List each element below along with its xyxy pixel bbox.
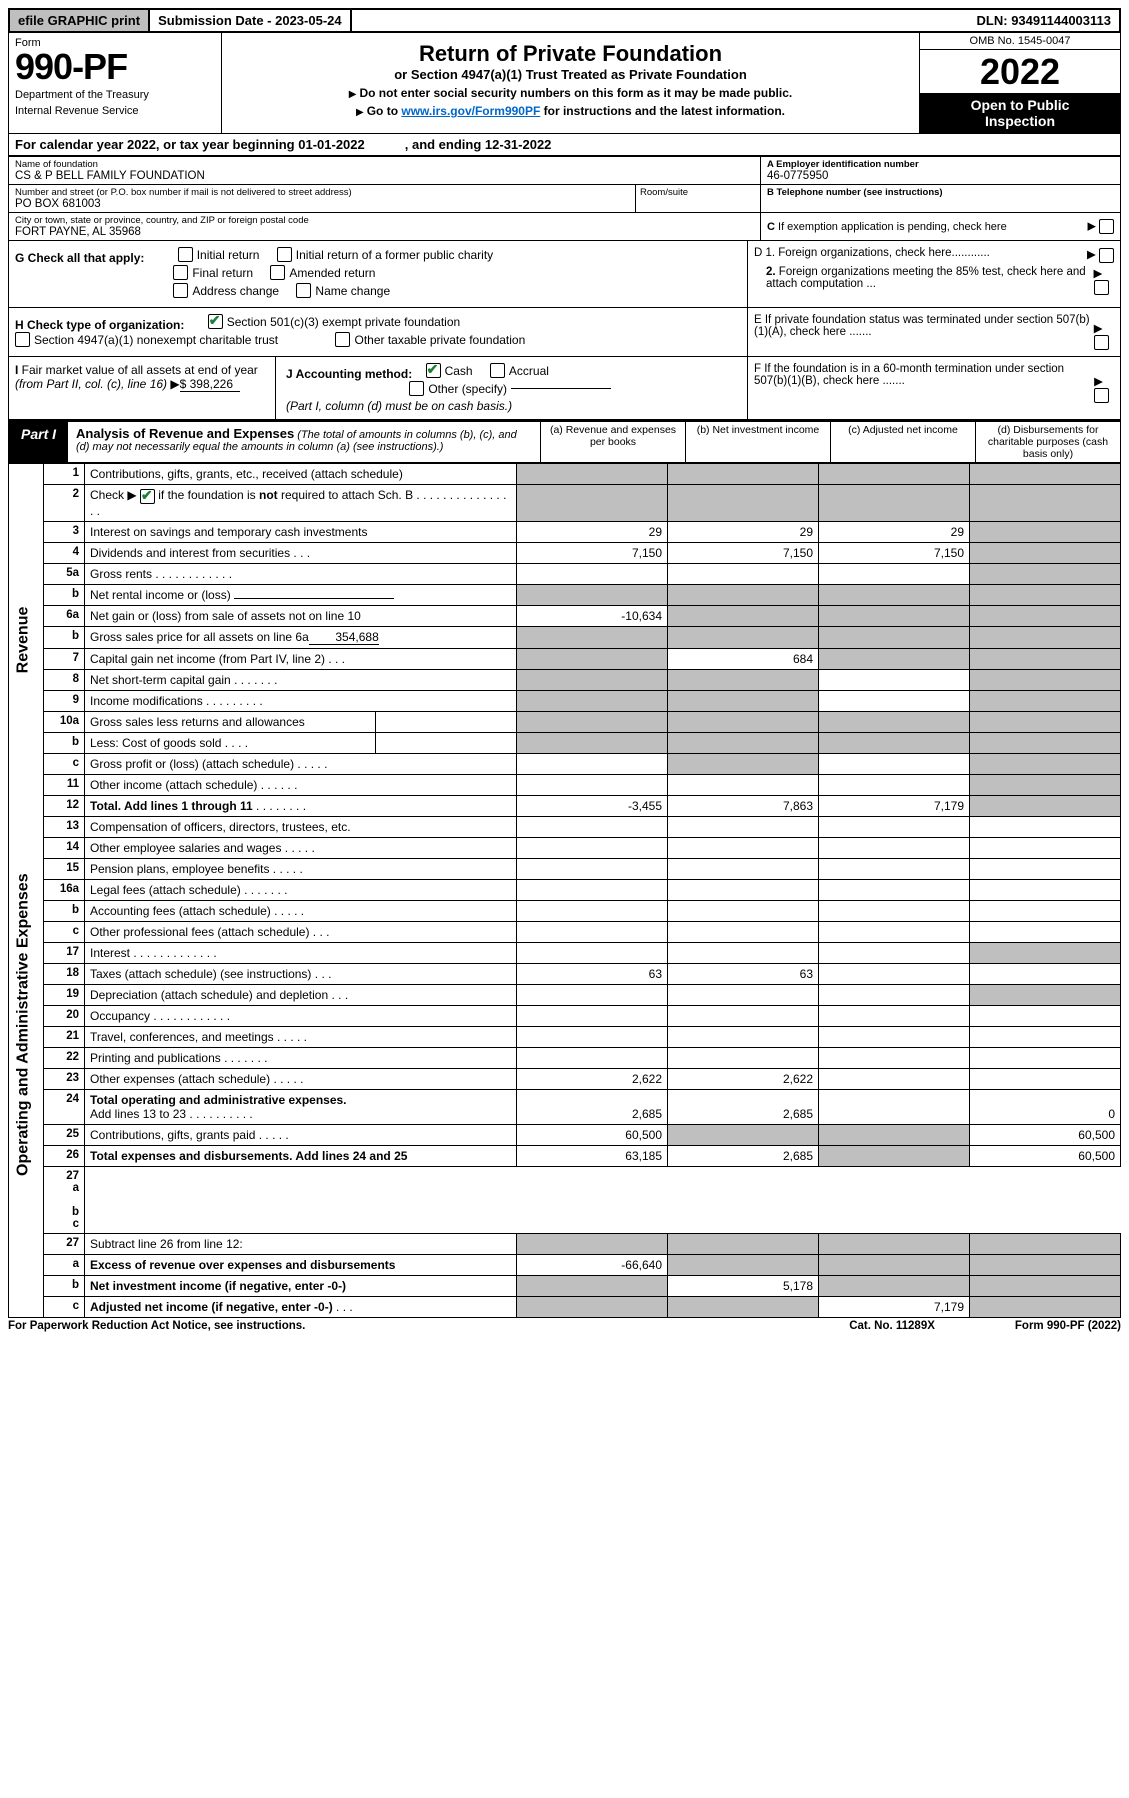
tax-year: 2022 <box>920 50 1120 93</box>
part1-header: Part I Analysis of Revenue and Expenses … <box>8 420 1121 463</box>
top-bar: efile GRAPHIC print Submission Date - 20… <box>8 8 1121 33</box>
form-header: Form 990-PF Department of the Treasury I… <box>8 33 1121 134</box>
col-b: (b) Net investment income <box>685 422 830 462</box>
check-other-method[interactable] <box>409 381 424 396</box>
paperwork-notice: For Paperwork Reduction Act Notice, see … <box>8 1320 305 1332</box>
check-cash[interactable] <box>426 363 441 378</box>
instr-link: Go to www.irs.gov/Form990PF for instruct… <box>228 104 913 118</box>
city: FORT PAYNE, AL 35968 <box>15 226 754 238</box>
col-c: (c) Adjusted net income <box>830 422 975 462</box>
check-other-tax[interactable] <box>335 332 350 347</box>
tel-label: B Telephone number (see instructions) <box>767 187 1114 198</box>
part1-tab: Part I <box>9 422 68 462</box>
dln: DLN: 93491144003113 <box>969 10 1119 31</box>
check-name[interactable] <box>296 283 311 298</box>
foundation-name: CS & P BELL FAMILY FOUNDATION <box>15 170 754 182</box>
dept-irs: Internal Revenue Service <box>15 105 215 117</box>
name-label: Name of foundation <box>15 159 754 170</box>
open-public: Open to PublicInspection <box>920 93 1120 133</box>
check-initial[interactable] <box>178 247 193 262</box>
calendar-year-row: For calendar year 2022, or tax year begi… <box>8 134 1121 156</box>
form-subtitle: or Section 4947(a)(1) Trust Treated as P… <box>228 67 913 82</box>
cash-basis-note: (Part I, column (d) must be on cash basi… <box>286 399 512 413</box>
section-i: I Fair market value of all assets at end… <box>8 357 1121 420</box>
ein-label: A Employer identification number <box>767 159 1114 170</box>
g-label: G Check all that apply: <box>15 251 144 265</box>
form-number: 990-PF <box>15 49 215 85</box>
check-address[interactable] <box>173 283 188 298</box>
c-label: C If exemption application is pending, c… <box>767 221 1007 233</box>
form-footer: Form 990-PF (2022) <box>1015 1320 1121 1332</box>
e-checkbox[interactable] <box>1094 335 1109 350</box>
check-501c3[interactable] <box>208 314 223 329</box>
h-label: H Check type of organization: <box>15 318 184 332</box>
efile-button[interactable]: efile GRAPHIC print <box>10 10 150 31</box>
submission-date: Submission Date - 2023-05-24 <box>150 10 352 31</box>
d1-checkbox[interactable] <box>1099 248 1114 263</box>
ein: 46-0775950 <box>767 170 1114 182</box>
section-h: H Check type of organization: Section 50… <box>8 308 1121 357</box>
check-amended[interactable] <box>270 265 285 280</box>
instr-ssn: Do not enter social security numbers on … <box>228 86 913 100</box>
room-label: Room/suite <box>640 187 760 198</box>
dept-treasury: Department of the Treasury <box>15 89 215 101</box>
section-g: G Check all that apply: Initial return I… <box>8 241 1121 308</box>
identity-grid: Name of foundation CS & P BELL FAMILY FO… <box>8 156 1121 241</box>
omb-number: OMB No. 1545-0047 <box>920 33 1120 50</box>
addr: PO BOX 681003 <box>15 198 635 210</box>
f-label: F If the foundation is in a 60-month ter… <box>754 363 1094 413</box>
d2-checkbox[interactable] <box>1094 280 1109 295</box>
col-a: (a) Revenue and expenses per books <box>540 422 685 462</box>
d2-label: 2. Foreign organizations meeting the 85%… <box>754 266 1094 295</box>
part1-desc: Analysis of Revenue and Expenses (The to… <box>68 422 540 462</box>
main-table: Revenue 1Contributions, gifts, grants, e… <box>8 463 1121 1233</box>
check-schb[interactable] <box>140 489 155 504</box>
cat-no: Cat. No. 11289X <box>849 1320 935 1332</box>
addr-label: Number and street (or P.O. box number if… <box>15 187 635 198</box>
f-checkbox[interactable] <box>1094 388 1109 403</box>
check-final[interactable] <box>173 265 188 280</box>
fmv-value: $ 398,226 <box>180 377 240 392</box>
footer: For Paperwork Reduction Act Notice, see … <box>8 1318 1121 1332</box>
form-title: Return of Private Foundation <box>228 41 913 67</box>
d1-label: D 1. Foreign organizations, check here..… <box>754 247 990 262</box>
e-label: E If private foundation status was termi… <box>754 314 1094 350</box>
side-expenses: Operating and Administrative Expenses <box>9 816 44 1233</box>
irs-link[interactable]: www.irs.gov/Form990PF <box>401 104 540 118</box>
check-4947[interactable] <box>15 332 30 347</box>
side-revenue: Revenue <box>9 464 44 816</box>
city-label: City or town, state or province, country… <box>15 215 754 226</box>
check-accrual[interactable] <box>490 363 505 378</box>
c-checkbox[interactable] <box>1099 219 1114 234</box>
col-d: (d) Disbursements for charitable purpose… <box>975 422 1120 462</box>
check-initial-former[interactable] <box>277 247 292 262</box>
